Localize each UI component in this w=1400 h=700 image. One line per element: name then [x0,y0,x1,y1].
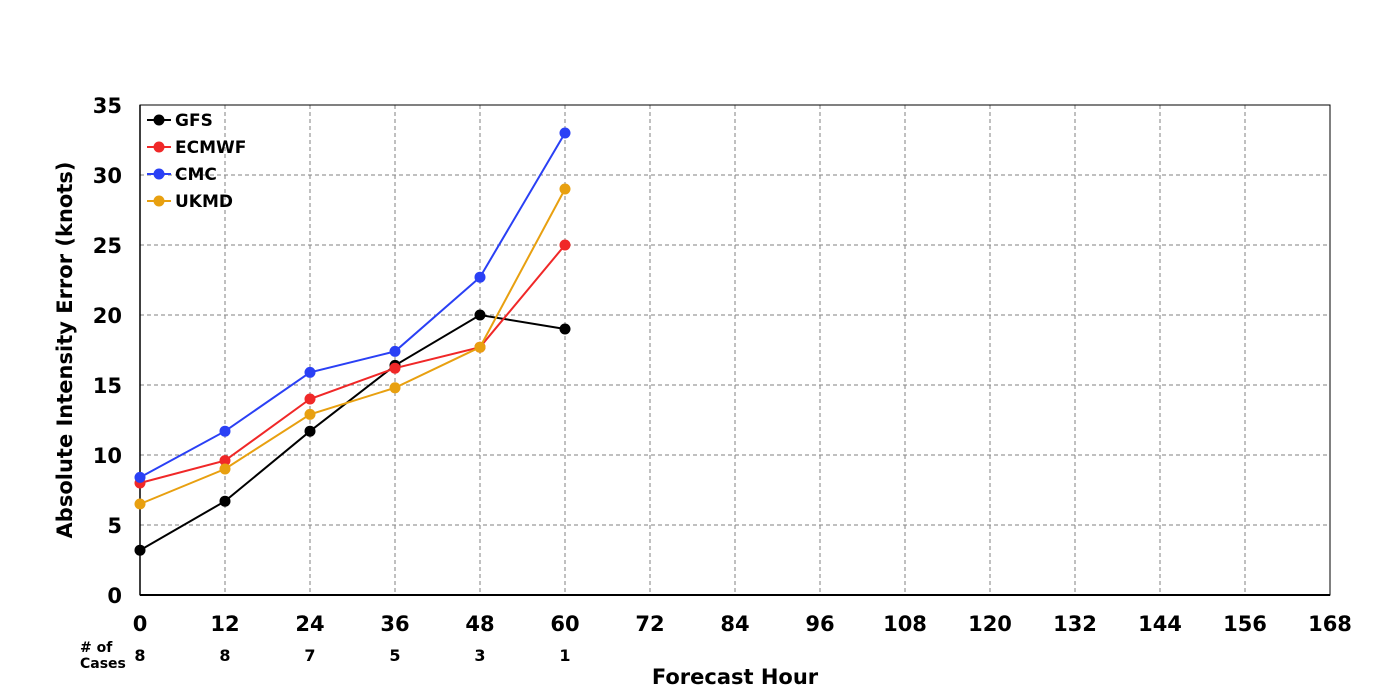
x-tick-label: 168 [1308,612,1352,636]
legend-label: CMC [175,165,217,185]
legend-item-gfs: GFS [147,111,213,131]
case-count: 3 [474,646,485,665]
cases-label-line1: # of [80,640,113,656]
legend-label: ECMWF [175,138,246,158]
case-counts: 8 8 7 5 3 1 [134,646,570,665]
x-axis-title: Forecast Hour [652,665,819,689]
x-tick-label: 132 [1053,612,1097,636]
legend-item-cmc: CMC [147,165,217,185]
cases-label-line2: Cases [80,656,126,672]
y-tick-label: 35 [93,94,122,118]
data-point [304,425,316,437]
y-tick-label: 0 [107,584,122,608]
case-count: 1 [559,646,570,665]
series-line [139,244,566,484]
data-point [559,127,571,139]
legend-swatch-marker [153,114,165,126]
data-point [219,463,231,475]
data-point [474,309,486,321]
x-tick-label: 120 [968,612,1012,636]
legend-item-ukmd: UKMD [147,192,233,212]
series-cmc [134,127,571,483]
data-point [389,362,401,374]
x-tick-label: 24 [295,612,324,636]
data-point [134,544,146,556]
data-point [304,393,316,405]
data-point [559,239,571,251]
data-point [559,183,571,195]
x-tick-label: 60 [550,612,579,636]
case-count: 8 [134,646,145,665]
x-tick-label: 48 [465,612,494,636]
data-point [474,341,486,353]
series-line [139,313,566,552]
y-tick-label: 10 [93,444,122,468]
x-tick-label: 108 [883,612,927,636]
case-count: 8 [219,646,230,665]
data-point [559,323,571,335]
grid-lines [140,105,1330,595]
x-tick-label: 144 [1138,612,1182,636]
y-axis-title: Absolute Intensity Error (knots) [53,162,77,539]
legend-label: UKMD [175,192,233,212]
case-count: 7 [304,646,315,665]
series-gfs [134,309,571,556]
data-point [474,271,486,283]
data-point [134,498,146,510]
y-tick-labels: 0 5 10 15 20 25 30 35 [93,94,122,608]
y-tick-label: 15 [93,374,122,398]
data-point [219,455,231,467]
legend-item-ecmwf: ECMWF [147,138,246,158]
x-tick-label: 96 [805,612,834,636]
legend-swatch-marker [153,141,165,153]
y-tick-label: 20 [93,304,122,328]
series-line [139,132,566,479]
x-tick-label: 0 [133,612,148,636]
data-point [219,495,231,507]
y-tick-label: 30 [93,164,122,188]
data-point [304,408,316,420]
legend-swatch-marker [153,195,165,207]
series-lines [134,127,571,556]
x-tick-label: 36 [380,612,409,636]
legend-swatch-marker [153,168,165,180]
series-line [139,188,566,505]
x-tick-label: 156 [1223,612,1267,636]
data-point [389,382,401,394]
x-tick-label: 12 [210,612,239,636]
data-point [304,366,316,378]
data-point [389,345,401,357]
legend-label: GFS [175,111,213,131]
case-count: 5 [389,646,400,665]
data-point [134,471,146,483]
y-tick-label: 5 [107,514,122,538]
x-tick-labels: 0 12 24 36 48 60 72 84 96 108 120 132 144 156 168 [133,612,1352,636]
series-ukmd [134,183,571,510]
x-tick-label: 72 [635,612,664,636]
y-tick-label: 25 [93,234,122,258]
series-ecmwf [134,239,571,489]
x-tick-label: 84 [720,612,749,636]
legend: GFS ECMWF CMC UKMD [147,111,246,212]
data-point [219,425,231,437]
